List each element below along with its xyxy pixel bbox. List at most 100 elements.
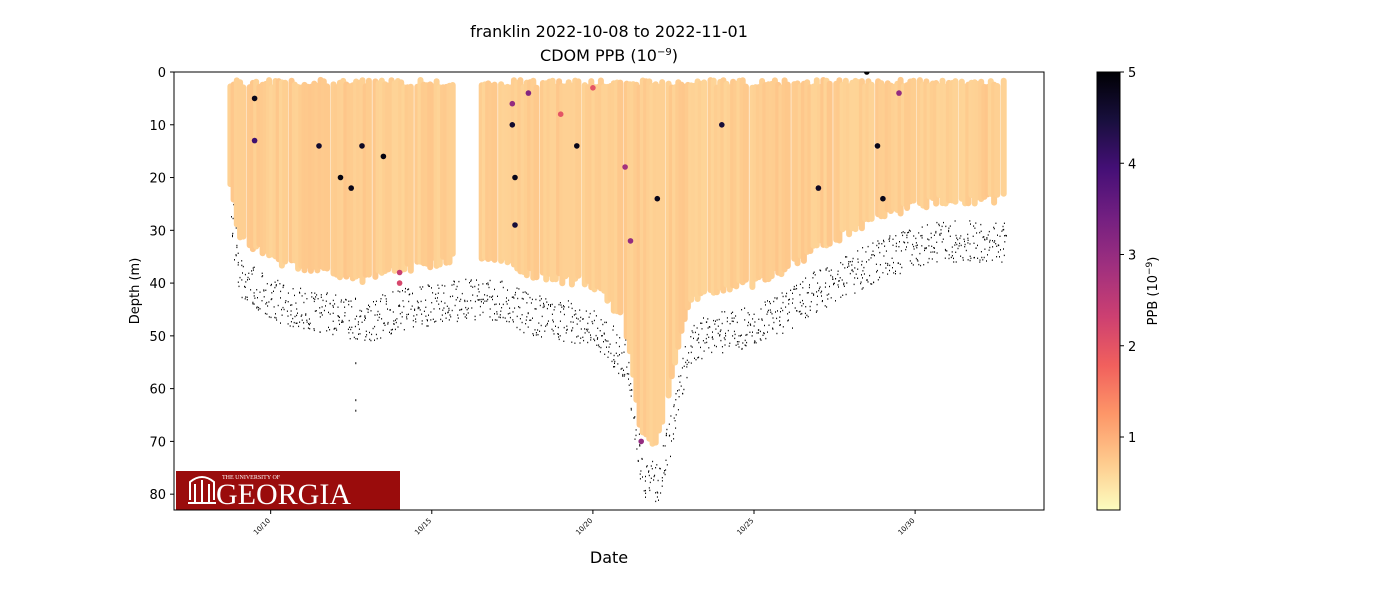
bottom-depth-marker [701,322,703,324]
bottom-depth-marker [329,329,331,331]
chart-title: franklin 2022-10-08 to 2022-11-01 [470,22,748,41]
bottom-depth-marker [876,269,878,272]
bottom-depth-marker [482,311,484,314]
bottom-depth-marker [348,303,350,306]
bottom-depth-marker [980,230,982,232]
bottom-depth-marker [973,242,975,244]
bottom-depth-marker [991,259,993,261]
bottom-depth-marker [358,328,360,330]
bottom-depth-marker [448,319,450,321]
bottom-depth-marker [273,290,274,292]
bottom-depth-marker [885,262,887,264]
bottom-depth-marker [241,264,243,267]
bottom-depth-marker [266,283,268,285]
bottom-depth-marker [678,375,680,378]
bottom-depth-marker [972,235,974,237]
bottom-depth-marker [843,283,845,286]
bottom-depth-marker [816,291,818,293]
bottom-depth-marker [547,320,549,322]
bottom-depth-marker [690,351,692,354]
bottom-depth-marker [938,223,940,225]
bottom-depth-marker [875,263,877,265]
bottom-depth-marker [964,240,965,243]
bottom-depth-marker [361,310,363,312]
bottom-depth-marker [603,333,605,335]
y-tick-label: 60 [149,383,166,398]
bottom-depth-marker [522,298,524,300]
bottom-depth-marker [407,288,409,291]
bottom-depth-marker [816,310,818,312]
bottom-depth-marker [245,281,247,283]
bottom-depth-marker [879,276,881,279]
bottom-depth-marker [715,328,717,330]
bottom-depth-marker [301,319,303,321]
bottom-depth-marker [989,246,991,249]
bottom-depth-marker [474,319,476,321]
bottom-depth-marker [247,276,249,279]
cdom-anomaly-point [896,90,902,96]
bottom-depth-marker [638,433,640,435]
bottom-depth-marker [408,288,410,290]
bottom-depth-marker [802,287,804,289]
bottom-depth-marker [397,290,399,292]
bottom-depth-marker [509,312,511,314]
bottom-depth-marker [540,298,542,300]
bottom-depth-marker [735,344,737,346]
bottom-depth-marker [571,307,573,310]
bottom-depth-marker [633,417,635,419]
bottom-depth-marker [623,369,624,371]
bottom-depth-marker [993,228,995,230]
bottom-depth-marker [869,274,871,277]
bottom-depth-marker [957,247,959,250]
bottom-depth-marker [851,269,853,271]
bottom-depth-marker [563,313,565,316]
bottom-depth-marker [495,303,497,305]
bottom-depth-marker [686,359,688,361]
bottom-depth-marker [509,307,511,309]
bottom-depth-marker [827,298,829,300]
bottom-depth-marker [529,296,531,299]
bottom-depth-marker [820,291,822,294]
bottom-depth-marker [899,241,900,243]
bottom-depth-marker [630,409,632,411]
bottom-depth-marker [736,321,738,324]
bottom-depth-marker [702,340,704,342]
bottom-depth-marker [501,280,503,282]
bottom-depth-marker [563,306,565,308]
colorbar-gradient [1096,71,1121,511]
bottom-depth-marker [237,261,239,264]
bottom-depth-marker [514,294,516,296]
bottom-depth-marker [805,277,807,279]
bottom-depth-marker [541,315,543,318]
bottom-depth-marker [750,324,752,326]
bottom-depth-marker [543,304,545,306]
plot-area: THE UNIVERSITY OF GEORGIA [176,72,1007,510]
bottom-depth-marker [454,281,455,283]
bottom-depth-marker [470,279,472,281]
bottom-depth-marker [782,332,784,334]
bottom-depth-marker [889,235,891,237]
bottom-depth-marker [639,444,641,446]
bottom-depth-marker [936,241,938,243]
bottom-depth-marker [885,267,887,269]
y-tick-label: 30 [149,224,166,239]
bottom-depth-marker [440,318,442,321]
bottom-depth-marker [492,295,494,297]
bottom-depth-marker [573,314,575,316]
bottom-depth-marker [358,333,359,335]
bottom-depth-marker [892,267,893,269]
bottom-depth-marker [563,340,565,342]
bottom-depth-marker [806,292,808,294]
bottom-depth-marker [745,345,747,347]
bottom-depth-marker [451,309,453,312]
bottom-depth-marker [663,472,665,474]
bottom-depth-marker [989,239,991,242]
bottom-depth-marker [930,236,932,239]
bottom-depth-marker [365,330,367,332]
bottom-depth-marker [254,297,256,299]
bottom-depth-marker [732,311,734,313]
bottom-depth-marker [936,252,938,254]
bottom-depth-marker [235,254,237,257]
bottom-depth-marker [839,277,841,279]
bottom-depth-marker [453,283,455,286]
